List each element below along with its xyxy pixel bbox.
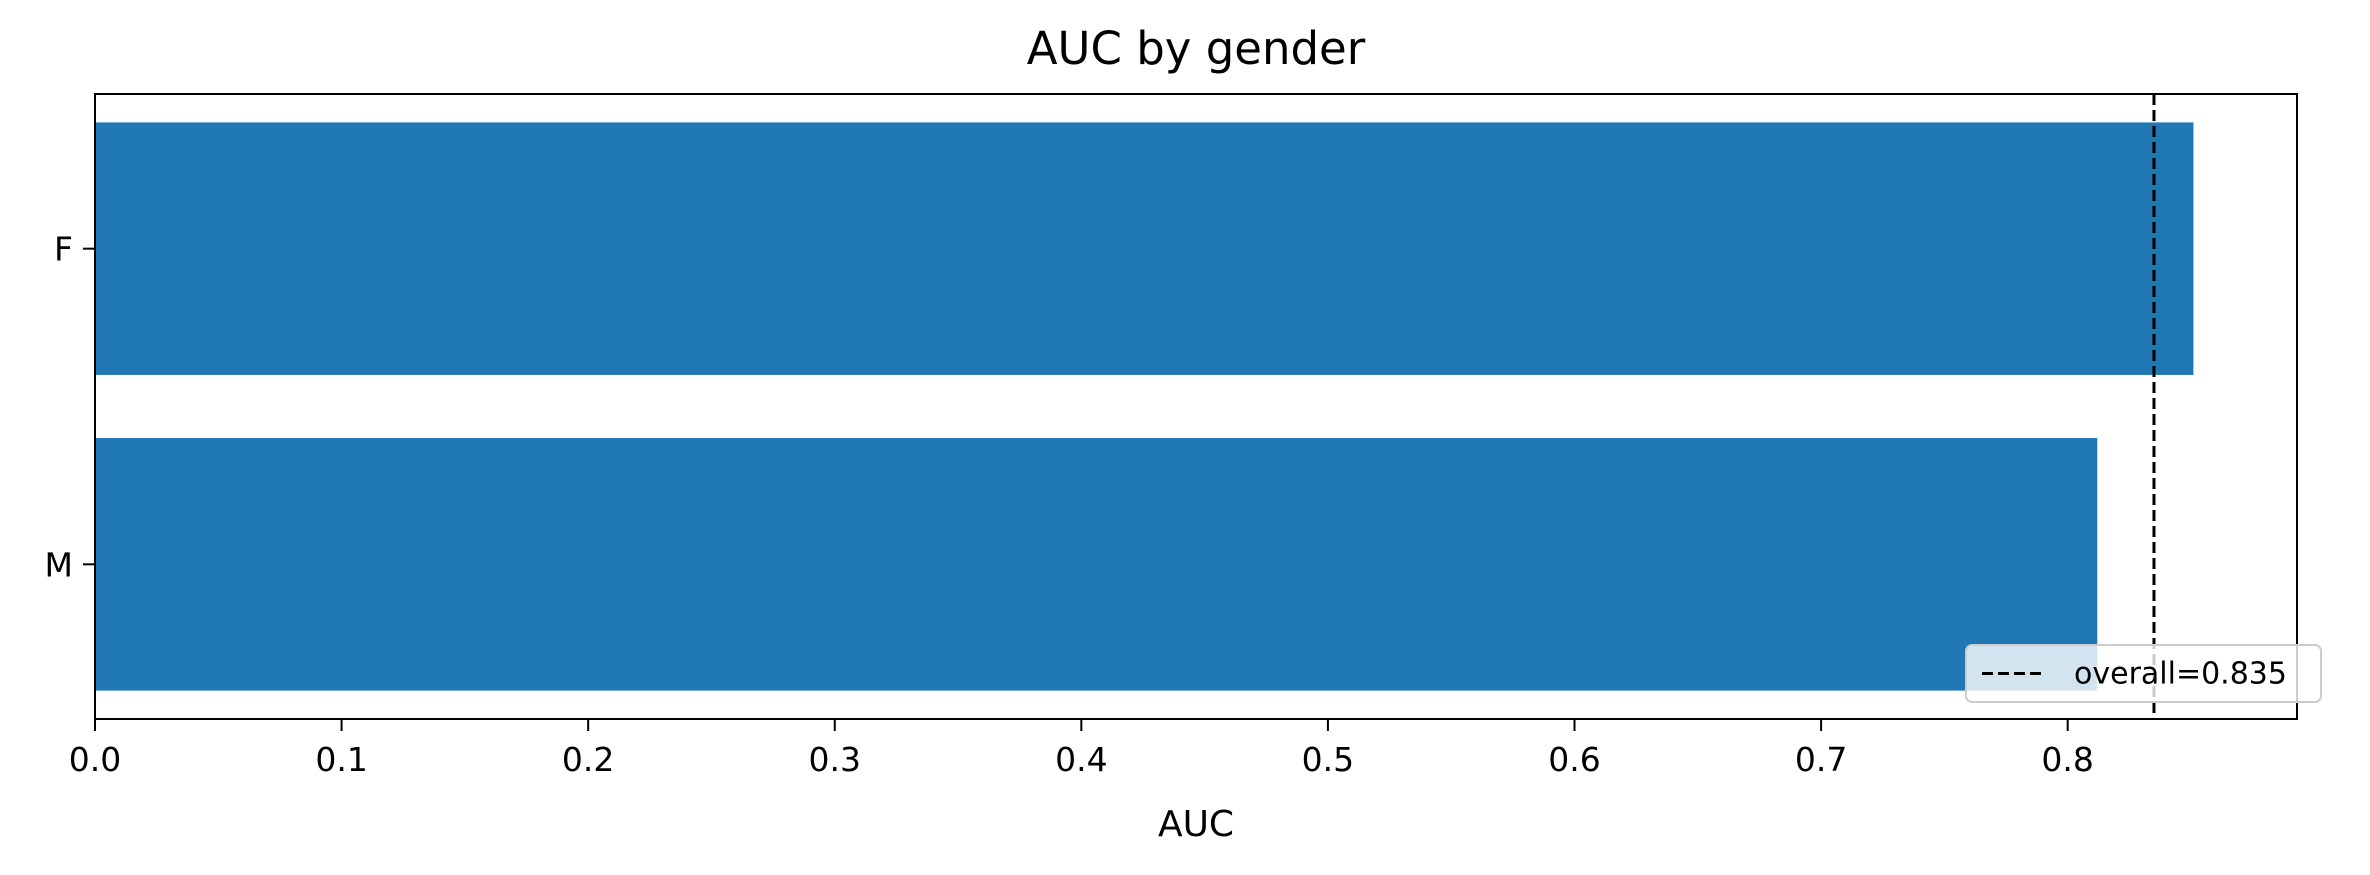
- x-tick-label: 0.3: [809, 740, 861, 779]
- y-tick-label: F: [54, 230, 73, 269]
- x-tick-label: 0.8: [2041, 740, 2093, 779]
- bars-layer: [95, 122, 2194, 691]
- y-tick-label: M: [45, 545, 73, 584]
- x-tick-label: 0.0: [69, 740, 121, 779]
- x-tick-label: 0.5: [1302, 740, 1354, 779]
- x-tick-label: 0.2: [562, 740, 614, 779]
- x-tick-label: 0.7: [1795, 740, 1847, 779]
- x-tick-label: 0.4: [1055, 740, 1107, 779]
- y-axis: FM: [45, 230, 95, 584]
- plot-frame: [94, 93, 2298, 720]
- x-tick-label: 0.6: [1548, 740, 1600, 779]
- chart-title: AUC by gender: [1027, 22, 1366, 75]
- x-axis-label: AUC: [1158, 804, 1234, 845]
- legend-box: [1965, 644, 2322, 703]
- legend: overall=0.835: [1965, 644, 2322, 703]
- x-axis: 0.0 0.1 0.2 0.3 0.4 0.5 0.6 0.7 0.8: [69, 719, 2094, 779]
- legend-label: overall=0.835: [2074, 657, 2287, 692]
- bar-M: [95, 438, 2098, 691]
- x-tick-label: 0.1: [315, 740, 367, 779]
- bar-F: [95, 122, 2194, 375]
